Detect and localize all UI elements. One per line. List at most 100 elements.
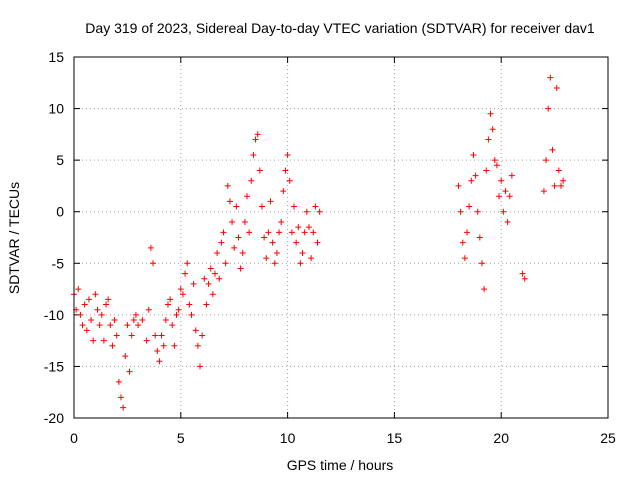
data-point — [256, 167, 263, 174]
data-point — [466, 203, 473, 210]
y-tick-label: -15 — [44, 358, 64, 374]
data-point — [547, 74, 554, 81]
data-point — [293, 239, 300, 246]
data-point — [201, 275, 208, 282]
data-point — [132, 311, 139, 318]
data-point — [173, 311, 180, 318]
y-tick-label: 10 — [48, 101, 64, 117]
data-point — [207, 265, 214, 272]
data-point — [199, 332, 206, 339]
data-point — [75, 286, 82, 293]
data-point — [147, 244, 154, 251]
y-tick-label: -5 — [52, 255, 65, 271]
data-point — [190, 280, 197, 287]
data-point — [184, 260, 191, 267]
data-point — [239, 249, 246, 256]
data-point — [79, 322, 86, 329]
data-point — [209, 291, 216, 298]
x-tick-label: 10 — [280, 430, 296, 446]
data-point — [504, 219, 511, 226]
data-point — [103, 301, 110, 308]
data-point — [203, 301, 210, 308]
data-point — [560, 177, 567, 184]
x-axis-label: GPS time / hours — [287, 457, 394, 473]
data-point — [276, 229, 283, 236]
data-point — [113, 332, 120, 339]
data-point — [211, 270, 218, 277]
plot-frame — [73, 56, 609, 419]
data-point — [233, 203, 240, 210]
y-tick-label: 0 — [56, 204, 64, 220]
data-point — [461, 255, 468, 262]
data-point — [109, 342, 116, 349]
data-point — [288, 229, 295, 236]
data-point — [192, 327, 199, 334]
data-point — [521, 275, 528, 282]
data-point — [314, 239, 321, 246]
data-point — [545, 105, 552, 112]
data-point — [297, 260, 304, 267]
y-axis-label: SDTVAR / TECUs — [6, 182, 22, 294]
y-tick-label: 15 — [48, 49, 64, 65]
data-point — [284, 151, 291, 158]
data-point — [282, 167, 289, 174]
data-point — [252, 136, 259, 143]
data-point — [100, 337, 107, 344]
data-point — [130, 317, 137, 324]
data-point — [487, 110, 494, 117]
y-tick-label: -20 — [44, 410, 64, 426]
data-point — [476, 234, 483, 241]
data-point — [115, 378, 122, 385]
data-point — [457, 208, 464, 215]
data-point — [152, 332, 159, 339]
data-point — [83, 327, 90, 334]
data-point — [126, 368, 133, 375]
data-point — [491, 157, 498, 164]
data-point — [145, 306, 152, 313]
data-point — [226, 198, 233, 205]
data-point — [295, 224, 302, 231]
data-point — [558, 182, 565, 189]
data-point — [98, 311, 105, 318]
data-point — [481, 286, 488, 293]
data-point — [120, 404, 127, 411]
data-point — [175, 306, 182, 313]
data-point — [124, 322, 131, 329]
data-point — [117, 394, 124, 401]
y-axis-ticks: -20 -15 -10 -5 0 5 10 15 — [44, 49, 608, 426]
data-point — [171, 342, 178, 349]
data-point — [205, 280, 212, 287]
data-point — [303, 208, 310, 215]
data-point — [150, 260, 157, 267]
data-point — [237, 265, 244, 272]
data-point — [549, 146, 556, 153]
data-point — [502, 188, 509, 195]
data-point — [92, 291, 99, 298]
data-point — [301, 229, 308, 236]
data-point — [263, 255, 270, 262]
data-point — [551, 182, 558, 189]
chart-title: Day 319 of 2023, Sidereal Day-to-day VTE… — [85, 20, 595, 36]
data-point — [459, 239, 466, 246]
data-point — [519, 270, 526, 277]
data-point — [241, 219, 248, 226]
data-point — [160, 342, 167, 349]
data-point — [540, 188, 547, 195]
data-point — [244, 193, 251, 200]
data-point — [90, 337, 97, 344]
data-point — [164, 301, 171, 308]
data-point — [265, 229, 272, 236]
data-point — [111, 317, 118, 324]
data-point — [299, 249, 306, 256]
data-point — [543, 157, 550, 164]
data-point — [555, 167, 562, 174]
data-point — [254, 131, 261, 138]
data-point — [154, 347, 161, 354]
data-point — [143, 337, 150, 344]
data-point — [310, 229, 317, 236]
data-point — [496, 193, 503, 200]
data-point — [464, 229, 471, 236]
data-point — [85, 296, 92, 303]
data-points — [71, 74, 567, 411]
x-tick-label: 25 — [600, 430, 616, 446]
